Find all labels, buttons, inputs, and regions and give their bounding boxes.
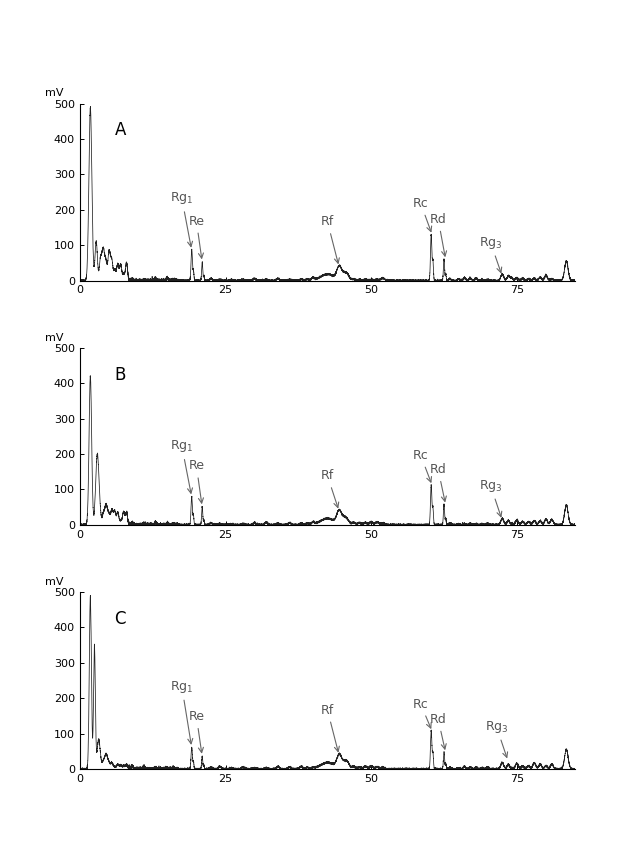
Text: Rg$_1$: Rg$_1$ [170,438,194,493]
Text: Rf: Rf [321,703,339,752]
Text: Rd: Rd [430,463,447,501]
Text: Re: Re [189,460,204,503]
Text: mV: mV [45,88,64,98]
Text: C: C [114,610,126,628]
Text: Rg$_1$: Rg$_1$ [170,190,194,246]
Text: Rg$_3$: Rg$_3$ [484,719,508,758]
Text: B: B [114,365,126,384]
Text: mV: mV [45,333,64,342]
Text: Rg$_3$: Rg$_3$ [479,234,502,272]
Text: Rd: Rd [430,713,447,749]
Text: Re: Re [189,710,204,753]
Text: Rf: Rf [321,469,339,507]
Text: A: A [114,121,126,139]
Text: Rg$_3$: Rg$_3$ [479,478,502,517]
Text: Rc: Rc [413,197,431,232]
Text: Rf: Rf [321,215,339,264]
Text: Rc: Rc [413,697,431,728]
Text: Re: Re [189,214,204,258]
Text: Rc: Rc [413,448,431,482]
Text: Rg$_1$: Rg$_1$ [170,678,194,744]
Text: mV: mV [45,576,64,587]
Text: Rd: Rd [430,213,447,256]
